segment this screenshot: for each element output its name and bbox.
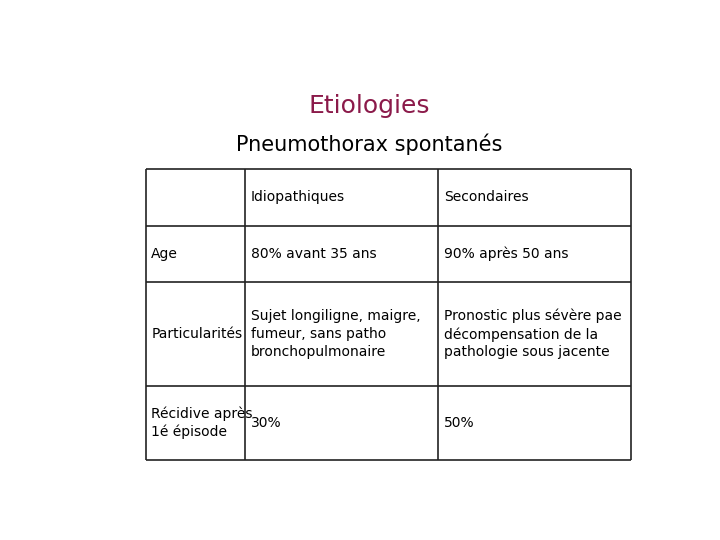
Text: 30%: 30%	[251, 416, 282, 430]
Text: 80% avant 35 ans: 80% avant 35 ans	[251, 247, 377, 261]
Text: 90% après 50 ans: 90% après 50 ans	[444, 247, 568, 261]
Text: Pneumothorax spontanés: Pneumothorax spontanés	[236, 133, 502, 155]
Text: Secondaires: Secondaires	[444, 190, 528, 204]
Text: 50%: 50%	[444, 416, 474, 430]
Text: Pronostic plus sévère pae
décompensation de la
pathologie sous jacente: Pronostic plus sévère pae décompensation…	[444, 308, 621, 359]
Text: Particularités: Particularités	[151, 327, 243, 341]
Text: Age: Age	[151, 247, 179, 261]
Text: Etiologies: Etiologies	[308, 94, 430, 118]
Text: Sujet longiligne, maigre,
fumeur, sans patho
bronchopulmonaire: Sujet longiligne, maigre, fumeur, sans p…	[251, 309, 420, 359]
Text: Idiopathiques: Idiopathiques	[251, 190, 345, 204]
Text: Récidive après
1é épisode: Récidive après 1é épisode	[151, 406, 253, 439]
